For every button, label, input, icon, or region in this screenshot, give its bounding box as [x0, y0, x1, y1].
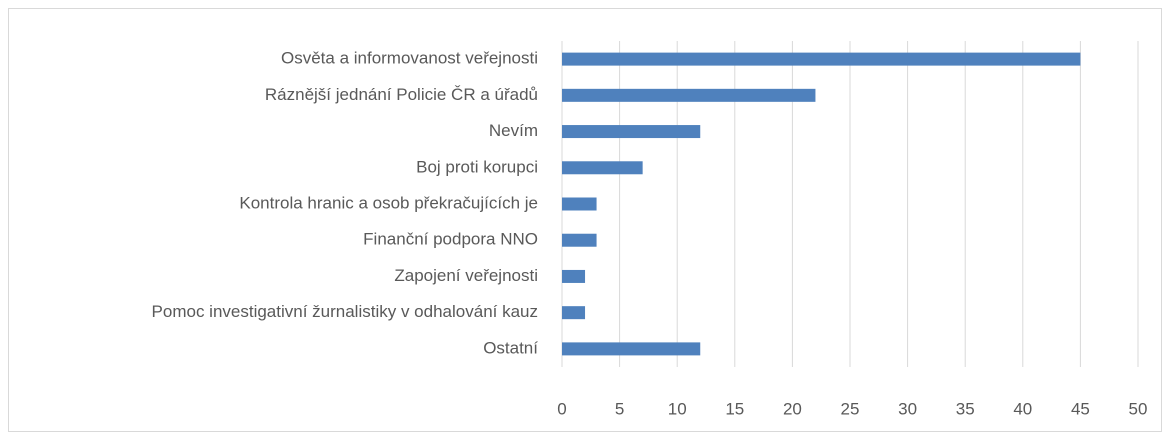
x-tick-label: 25	[841, 399, 860, 418]
x-tick-label: 20	[783, 399, 802, 418]
bar	[562, 52, 1081, 66]
y-tick-label: Osvěta a informovanost veřejnosti	[281, 49, 538, 68]
x-tick-label: 35	[956, 399, 975, 418]
bar	[562, 233, 597, 247]
y-tick-label: Pomoc investigativní žurnalistiky v odha…	[152, 302, 538, 321]
bar	[562, 88, 816, 102]
x-tick-label: 0	[557, 399, 566, 418]
x-tick-label: 40	[1013, 399, 1032, 418]
x-tick-label: 15	[725, 399, 744, 418]
y-tick-label: Nevím	[489, 121, 538, 140]
bar	[562, 161, 643, 175]
bar	[562, 342, 701, 356]
bar	[562, 197, 597, 211]
y-tick-label: Ostatní	[483, 338, 538, 357]
y-tick-label: Finanční podpora NNO	[363, 230, 538, 249]
x-tick-label: 30	[898, 399, 917, 418]
chart-border	[8, 8, 1162, 432]
y-tick-label: Zapojení veřejnosti	[394, 266, 538, 285]
bar	[562, 125, 701, 139]
bar	[562, 269, 586, 283]
x-tick-label: 10	[668, 399, 687, 418]
y-tick-label: Ráznější jednání Policie ČR a úřadů	[265, 85, 538, 104]
x-tick-label: 5	[615, 399, 624, 418]
y-tick-label: Kontrola hranic a osob překračujících je	[239, 193, 538, 212]
x-tick-label: 45	[1071, 399, 1090, 418]
x-tick-label: 50	[1129, 399, 1148, 418]
y-tick-label: Boj proti korupci	[416, 157, 538, 176]
bar	[562, 306, 586, 320]
